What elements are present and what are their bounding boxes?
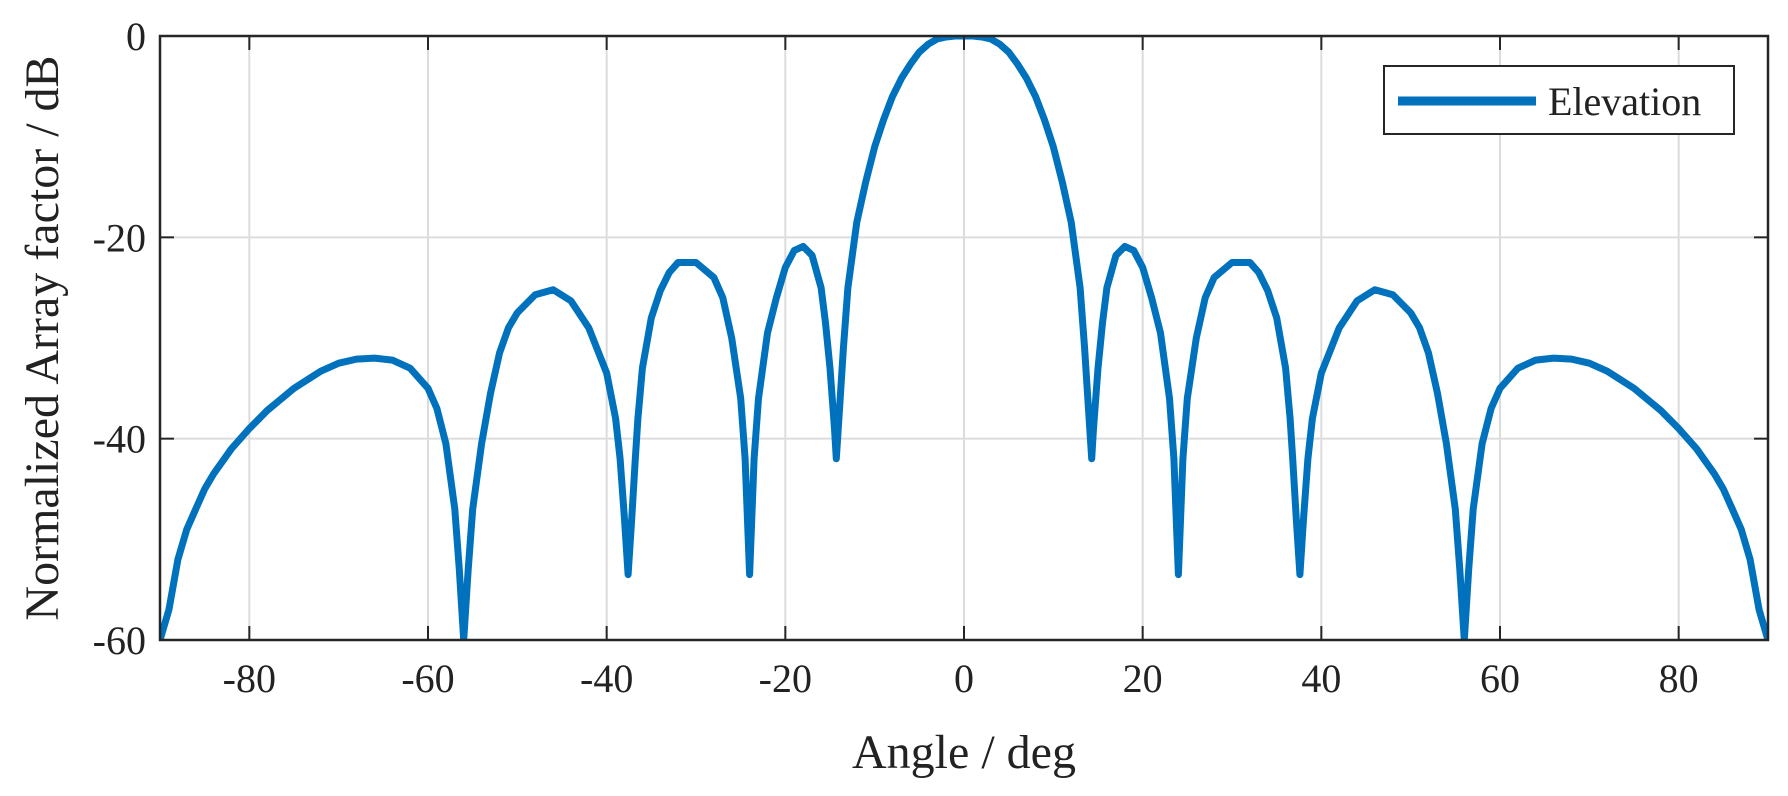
x-tick-label: -80 bbox=[223, 656, 276, 701]
legend-label-elevation: Elevation bbox=[1548, 79, 1701, 124]
x-tick-label: 20 bbox=[1123, 656, 1163, 701]
legend: Elevation bbox=[1383, 65, 1735, 135]
axis-ticks bbox=[160, 35, 1768, 641]
y-tick-label: -60 bbox=[93, 618, 146, 663]
y-tick-label: -20 bbox=[93, 215, 146, 260]
x-tick-label: 40 bbox=[1301, 656, 1341, 701]
x-tick-label: -20 bbox=[759, 656, 812, 701]
x-tick-label: 60 bbox=[1480, 656, 1520, 701]
y-tick-labels: -60 -40 -20 0 bbox=[93, 14, 146, 663]
x-tick-label: -60 bbox=[401, 656, 454, 701]
series-layer bbox=[160, 36, 1768, 640]
y-tick-label: 0 bbox=[126, 14, 146, 59]
x-tick-labels: -80 -60 -40 -20 0 20 40 60 80 bbox=[223, 656, 1699, 701]
y-axis-title: Normalized Array factor / dB bbox=[16, 55, 69, 620]
x-tick-label: 80 bbox=[1659, 656, 1699, 701]
series-line-elevation bbox=[160, 36, 1768, 640]
x-tick-label: 0 bbox=[954, 656, 974, 701]
x-tick-label: -40 bbox=[580, 656, 633, 701]
y-tick-label: -40 bbox=[93, 417, 146, 462]
x-axis-title: Angle / deg bbox=[852, 726, 1076, 779]
